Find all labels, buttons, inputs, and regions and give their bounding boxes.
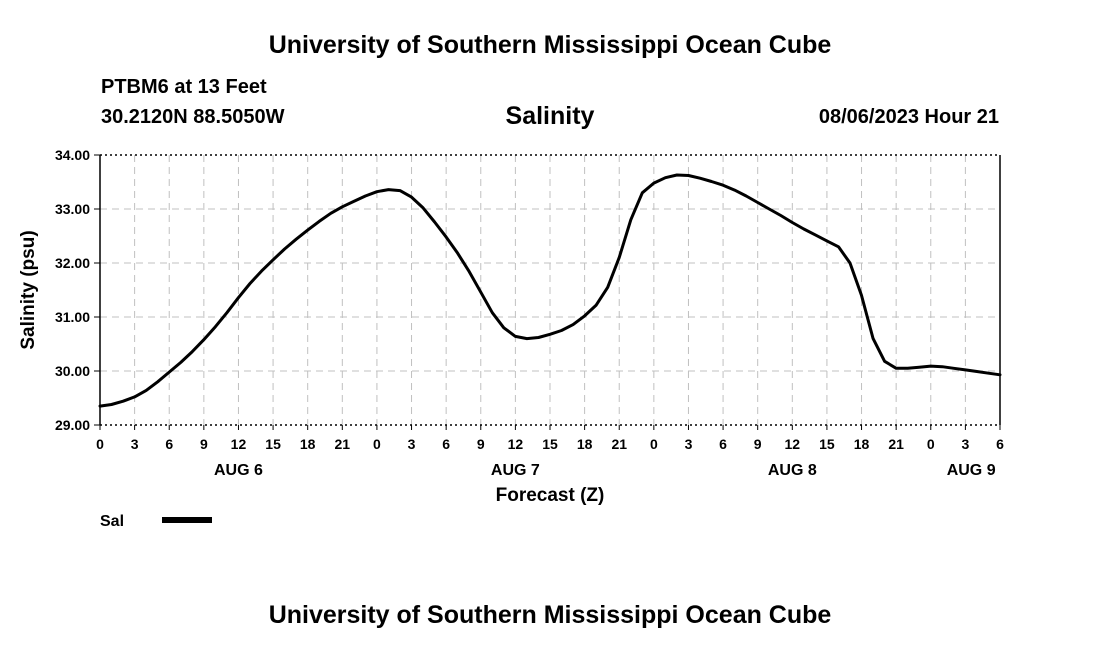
x-tick-label: 0: [96, 436, 104, 452]
x-tick-label: 12: [231, 436, 247, 452]
x-tick-label: 3: [685, 436, 693, 452]
x-date-label: AUG 9: [947, 462, 996, 479]
x-tick-label: 18: [300, 436, 316, 452]
chart-title-bottom: University of Southern Mississippi Ocean…: [268, 601, 832, 629]
legend-label: Sal: [100, 513, 124, 530]
x-tick-label: 0: [927, 436, 935, 452]
x-tick-label: 21: [611, 436, 627, 452]
x-tick-label: 0: [650, 436, 658, 452]
x-tick-label: 18: [577, 436, 593, 452]
y-tick-label: 32.00: [55, 255, 90, 271]
x-tick-label: 9: [200, 436, 208, 452]
datetime-label: 08/06/2023 Hour 21: [818, 106, 999, 128]
location-label: 30.2120N 88.5050W: [101, 106, 285, 128]
series-line-salinity: [98, 173, 1002, 408]
station-label: PTBM6 at 13 Feet: [101, 76, 267, 98]
x-tick-label: 18: [854, 436, 870, 452]
x-tick-label: 21: [335, 436, 351, 452]
y-tick-label: 30.00: [55, 363, 90, 379]
x-tick-label: 6: [719, 436, 727, 452]
x-tick-label: 12: [508, 436, 524, 452]
chart-title-top: University of Southern Mississippi Ocean…: [268, 31, 832, 59]
x-date-label: AUG 8: [768, 462, 817, 479]
x-tick-label: 3: [408, 436, 416, 452]
x-tick-label: 9: [477, 436, 485, 452]
y-axis-title: Salinity (psu): [18, 230, 39, 349]
x-tick-label: 12: [785, 436, 801, 452]
x-tick-label: 9: [754, 436, 762, 452]
y-tick-label: 34.00: [55, 147, 90, 163]
x-tick-label: 15: [265, 436, 281, 452]
x-axis-title: Forecast (Z): [496, 485, 605, 506]
chart-title: Salinity: [505, 102, 595, 130]
x-tick-label: 21: [888, 436, 904, 452]
x-tick-label: 6: [442, 436, 450, 452]
x-tick-label: 15: [819, 436, 835, 452]
x-date-label: AUG 6: [214, 462, 263, 479]
x-tick-label: 3: [961, 436, 969, 452]
x-tick-label: 3: [131, 436, 139, 452]
x-tick-label: 6: [165, 436, 173, 452]
x-tick-label: 0: [373, 436, 381, 452]
x-tick-label: 15: [542, 436, 558, 452]
x-tick-label: 6: [996, 436, 1004, 452]
y-tick-label: 29.00: [55, 417, 90, 433]
y-tick-label: 33.00: [55, 201, 90, 217]
x-date-label: AUG 7: [491, 462, 540, 479]
y-tick-label: 31.00: [55, 309, 90, 325]
